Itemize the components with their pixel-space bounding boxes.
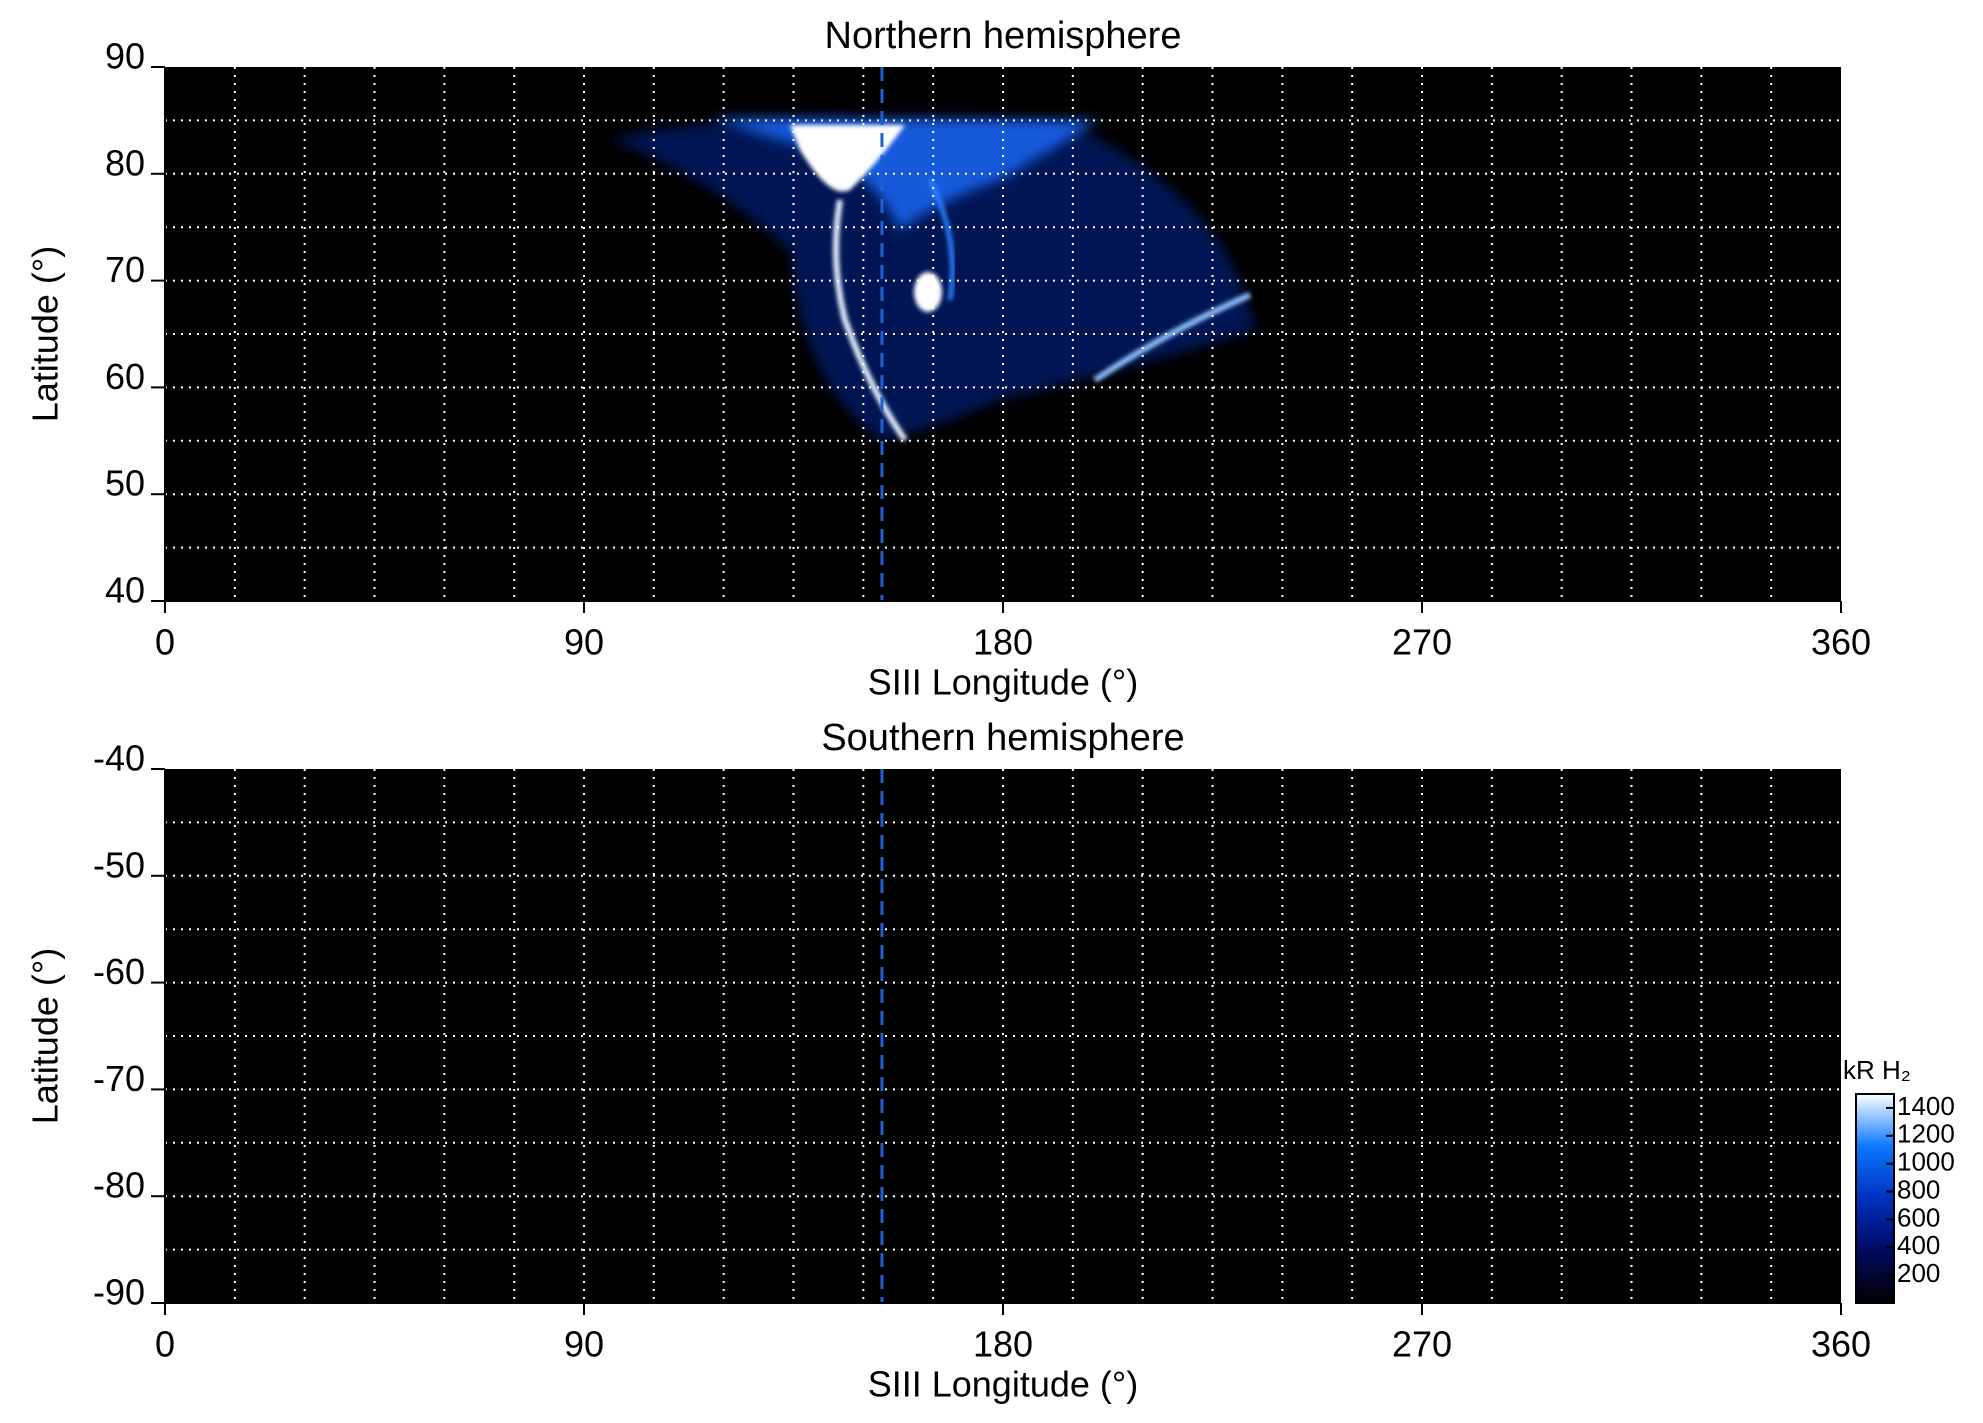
x-tick-label: 180 [973,1324,1033,1365]
colorbar [1855,1093,1895,1304]
y-tick-label: -60 [93,951,145,992]
x-tick-label: 0 [155,1324,175,1365]
colorbar-tick-label: 1400 [1897,1091,1955,1121]
y-tick-label: -40 [93,738,145,779]
x-axis-label: SIII Longitude (°) [868,662,1139,703]
x-axis-label: SIII Longitude (°) [868,1364,1139,1405]
y-tick-label: -80 [93,1165,145,1206]
y-tick-label: -70 [93,1058,145,1099]
y-tick-label: -90 [93,1272,145,1313]
y-tick-label: 90 [105,36,145,77]
colorbar-label: kR H₂ [1843,1055,1911,1085]
x-tick-label: 360 [1811,622,1871,663]
y-tick-label: 70 [105,249,145,290]
x-tick-label: 270 [1392,622,1452,663]
colorbar-tick-label: 600 [1897,1202,1940,1232]
x-tick-label: 180 [973,622,1033,663]
colorbar-tick-label: 1000 [1897,1147,1955,1177]
y-axis-label: Latitude (°) [25,246,66,422]
colorbar-tick-label: 800 [1897,1174,1940,1204]
colorbar-tick-label: 400 [1897,1230,1940,1260]
x-tick-label: 0 [155,622,175,663]
x-tick-label: 360 [1811,1324,1871,1365]
x-tick-label: 270 [1392,1324,1452,1365]
y-axis-label: Latitude (°) [25,948,66,1124]
x-tick-label: 90 [564,622,604,663]
y-tick-label: 60 [105,356,145,397]
chart-title: Northern hemisphere [825,15,1182,57]
colorbar-tick-label: 1200 [1897,1119,1955,1149]
y-tick-label: -50 [93,844,145,885]
x-tick-label: 90 [564,1324,604,1365]
y-tick-label: 50 [105,463,145,504]
y-tick-label: 40 [105,570,145,611]
chart-title: Southern hemisphere [821,717,1184,759]
aurora-emission [610,118,1255,442]
y-tick-label: 80 [105,142,145,183]
colorbar-tick-label: 200 [1897,1258,1940,1288]
